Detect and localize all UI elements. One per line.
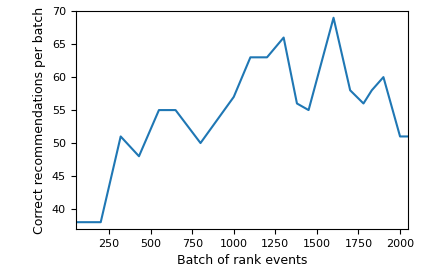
Y-axis label: Correct recommendations per batch: Correct recommendations per batch xyxy=(33,6,46,234)
X-axis label: Batch of rank events: Batch of rank events xyxy=(177,254,307,267)
